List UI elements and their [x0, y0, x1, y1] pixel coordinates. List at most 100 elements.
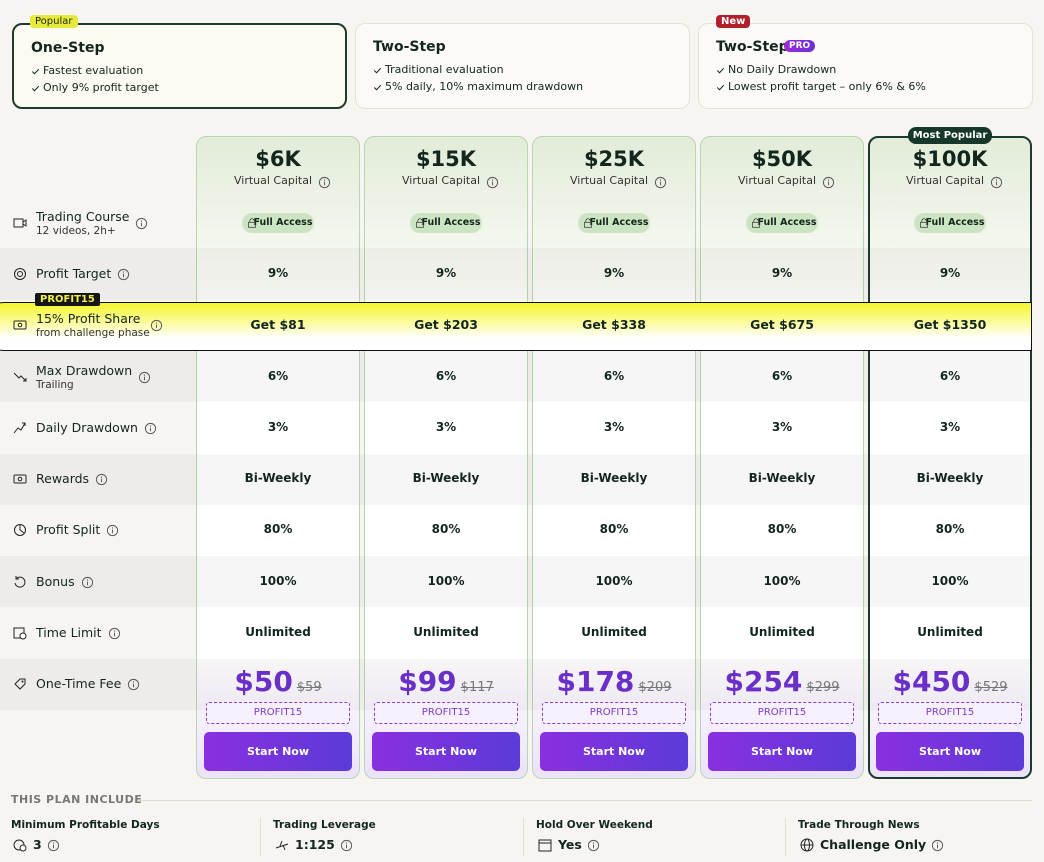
row-value: 9%	[267, 265, 289, 280]
include-value: 1:125	[295, 837, 335, 852]
info-icon	[587, 839, 599, 852]
pro-tag: PRO	[784, 40, 816, 52]
plan-subtitle: Virtual Capital	[401, 174, 480, 187]
most-popular-badge: Most Popular	[908, 127, 992, 144]
row-value: 80%	[431, 522, 461, 537]
tab-title: One-Step	[31, 40, 105, 56]
row-label: One-Time Fee	[36, 676, 122, 692]
row-label: 15% Profit Share	[36, 311, 141, 327]
row-value: 80%	[767, 522, 797, 537]
lock-icon	[920, 218, 928, 228]
info-icon	[990, 176, 1003, 189]
check-icon	[716, 67, 725, 74]
check-icon	[31, 68, 40, 75]
access-pill: Full Access	[746, 212, 818, 233]
row-value: Get $338	[582, 317, 646, 333]
divider	[137, 800, 1032, 801]
info-icon	[486, 176, 499, 189]
start-button[interactable]: Start Now	[876, 732, 1024, 771]
row-value: 9%	[771, 265, 793, 280]
check-icon	[31, 85, 40, 92]
row-value: 100%	[427, 573, 465, 588]
start-button[interactable]: Start Now	[204, 732, 352, 771]
tab-feature: Only 9% profit target	[43, 81, 159, 94]
plan-type-tab[interactable]: Two-Step Traditional evaluation 5% daily, …	[355, 23, 690, 109]
include-value: Challenge Only	[820, 837, 927, 852]
info-icon	[47, 839, 59, 852]
info-icon	[144, 422, 157, 434]
plan-type-tab[interactable]: Two-Step PRO No Daily Drawdown Lowest profi…	[698, 23, 1033, 109]
row-icon	[13, 422, 26, 434]
row-value: 100%	[595, 573, 633, 588]
row-value: Bi-Weekly	[412, 471, 480, 486]
promo-code: PROFIT15	[878, 702, 1022, 724]
include-value: 3	[33, 837, 42, 852]
plan-column	[700, 136, 864, 779]
row-value: 100%	[763, 573, 801, 588]
access-pill: Full Access	[242, 212, 314, 233]
row-value: Unlimited	[245, 625, 311, 640]
row-value: 6%	[267, 368, 289, 383]
row-value: 3%	[267, 419, 289, 434]
include-icon	[275, 840, 289, 851]
price-group: $99 $117	[364, 665, 528, 701]
row-value: 9%	[435, 265, 457, 280]
row-label: Max Drawdown	[36, 362, 133, 378]
start-button[interactable]: Start Now	[372, 732, 520, 771]
old-price: $117	[460, 680, 494, 695]
promo-code: PROFIT15	[374, 702, 518, 724]
include-icon	[538, 839, 552, 852]
tab-badge: New	[716, 15, 751, 28]
info-icon	[150, 320, 163, 332]
include-label: Trading Leverage	[273, 819, 376, 831]
tab-feature: Lowest profit target – only 6% & 6%	[728, 80, 926, 93]
row-value: Get $1350	[913, 317, 987, 333]
info-icon	[932, 839, 944, 852]
row-value: Get $81	[250, 317, 306, 333]
row-sublabel: from challenge phase	[36, 327, 150, 340]
row-icon	[14, 678, 26, 691]
check-icon	[373, 84, 382, 91]
row-icon	[13, 474, 27, 484]
row-value: Get $203	[414, 317, 478, 333]
row-stripe	[0, 453, 1032, 505]
row-value: Unlimited	[413, 625, 479, 640]
price: $99	[398, 665, 457, 698]
row-label: Profit Split	[36, 522, 101, 538]
row-value: 6%	[435, 368, 457, 383]
row-value: Bi-Weekly	[916, 471, 984, 486]
include-label: Minimum Profitable Days	[11, 819, 160, 831]
row-value: 100%	[259, 573, 297, 588]
row-icon	[13, 320, 27, 330]
check-icon	[373, 67, 382, 74]
lock-icon	[416, 218, 424, 228]
row-value: 80%	[935, 522, 965, 537]
row-value: 6%	[771, 368, 793, 383]
price: $178	[556, 665, 635, 698]
row-icon	[13, 218, 27, 228]
row-stripe	[0, 556, 1032, 608]
plan-column	[364, 136, 528, 779]
lock-icon	[752, 218, 760, 228]
row-icon	[13, 372, 27, 382]
plan-column	[196, 136, 360, 779]
start-button[interactable]: Start Now	[540, 732, 688, 771]
plan-type-tab[interactable]: One-Step Fastest evaluation Only 9% profit…	[12, 23, 347, 109]
row-icon	[13, 627, 27, 640]
row-value: 80%	[599, 522, 629, 537]
row-value: 3%	[435, 419, 457, 434]
promo-code: PROFIT15	[542, 702, 686, 724]
row-stripe	[0, 658, 1032, 710]
row-label: Daily Drawdown	[36, 419, 138, 435]
row-value: 9%	[939, 265, 961, 280]
tab-feature: No Daily Drawdown	[728, 63, 837, 76]
divider	[785, 818, 786, 856]
start-button[interactable]: Start Now	[708, 732, 856, 771]
row-value: 6%	[603, 368, 625, 383]
row-stripe	[0, 350, 1032, 403]
row-value: 80%	[263, 522, 293, 537]
row-value: Get $675	[750, 317, 814, 333]
row-value: 3%	[771, 419, 793, 434]
plan-size: $25K	[583, 147, 645, 171]
info-icon	[139, 371, 151, 383]
